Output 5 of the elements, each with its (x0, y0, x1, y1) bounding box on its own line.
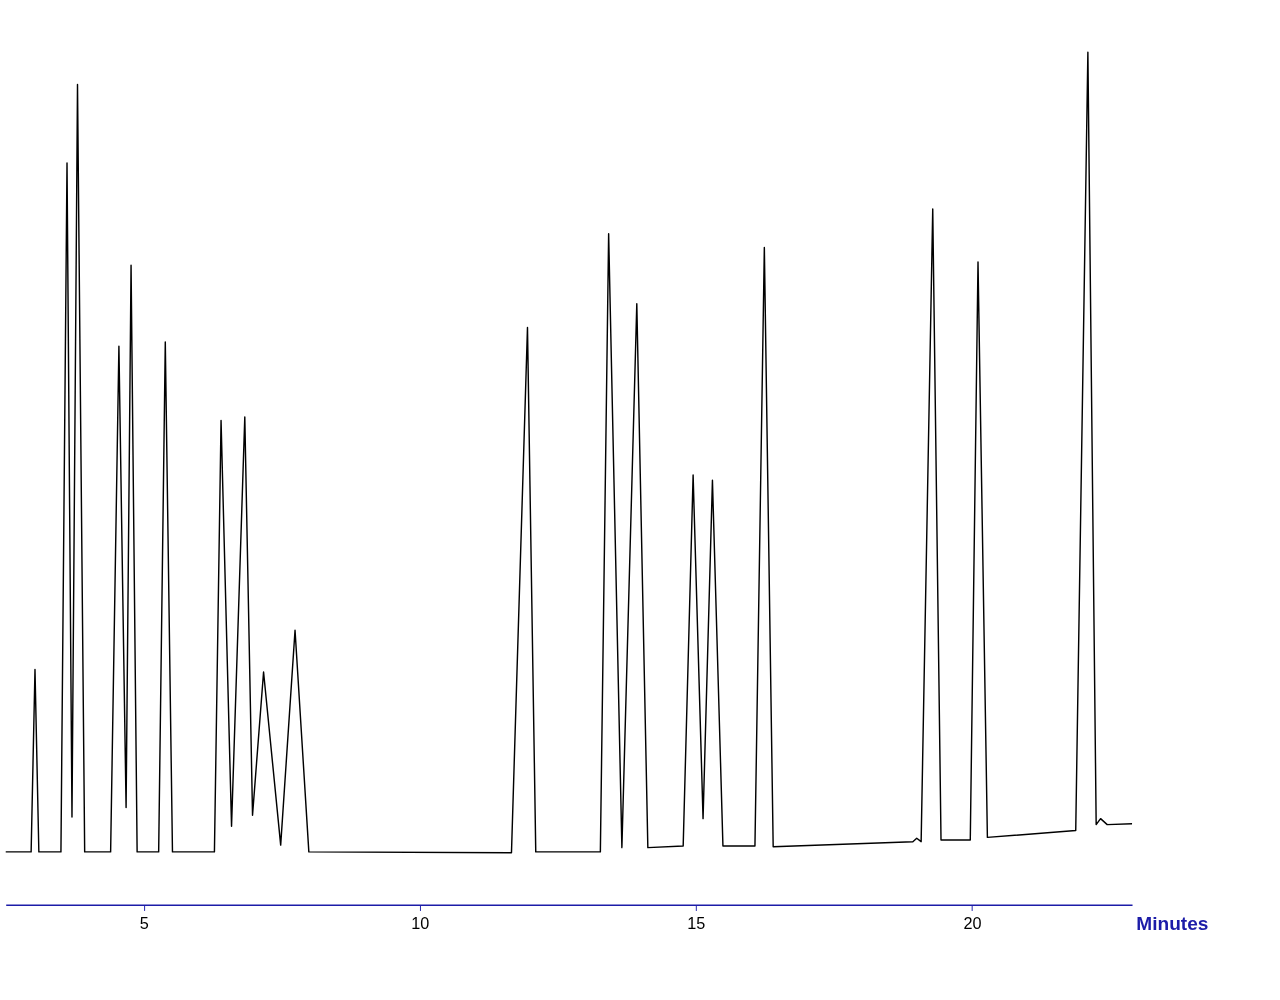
x-tick-label: 20 (963, 914, 982, 933)
x-tick-label: 5 (139, 914, 149, 933)
x-tick-label: 10 (411, 914, 430, 933)
x-axis-title: Minutes (1136, 913, 1209, 935)
x-tick-label: 15 (687, 914, 706, 933)
